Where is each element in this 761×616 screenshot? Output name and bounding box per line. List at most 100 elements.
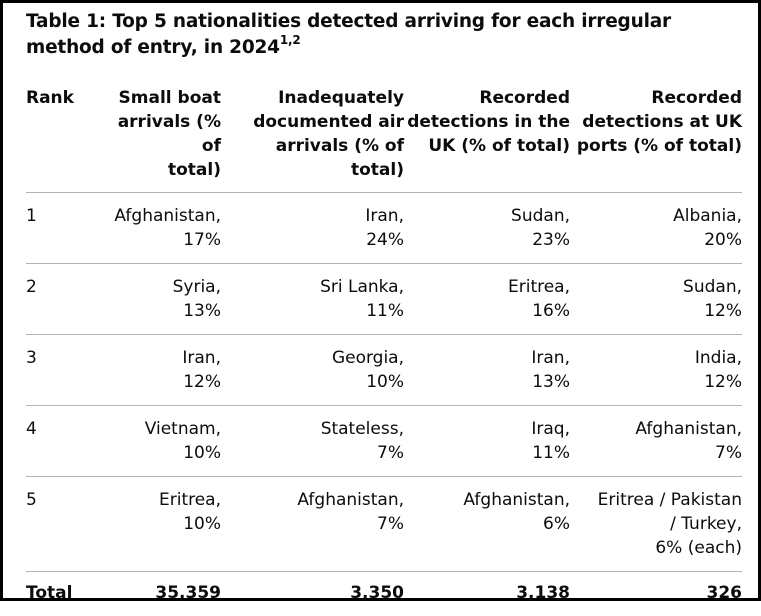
cell-line: Syria, xyxy=(106,275,221,299)
cell-line: Sudan, xyxy=(404,204,570,228)
cell-line: 12% xyxy=(570,370,742,394)
table-header-row: Rank Small boat arrivals (% of total) In… xyxy=(26,86,742,193)
port-detections-cell: Albania,20% xyxy=(570,193,742,264)
cell-line: 12% xyxy=(106,370,221,394)
header-line: Recorded xyxy=(404,86,570,110)
table-row: 1 Afghanistan,17% Iran,24% Sudan,23% Alb… xyxy=(26,193,742,264)
total-row: Total 35,359 3,350 3,138 326 xyxy=(26,572,742,616)
cell-line: / Turkey, xyxy=(570,512,742,536)
nationalities-table: Rank Small boat arrivals (% of total) In… xyxy=(26,86,742,616)
air-arrivals-cell: Sri Lanka,11% xyxy=(221,264,404,335)
cell-line: 10% xyxy=(106,441,221,465)
header-line: Recorded xyxy=(570,86,742,110)
cell-line: 7% xyxy=(221,441,404,465)
cell-line: 16% xyxy=(404,299,570,323)
cell-line: 7% xyxy=(570,441,742,465)
cell-line: 23% xyxy=(404,228,570,252)
port-detections-cell: Sudan,12% xyxy=(570,264,742,335)
cell-line: 10% xyxy=(106,512,221,536)
total-small-boat: 35,359 xyxy=(106,572,221,616)
total-uk-detections: 3,138 xyxy=(404,572,570,616)
caption-footnote-ref: 1,2 xyxy=(280,33,301,47)
rank-cell: 4 xyxy=(26,406,106,477)
header-line: UK (% of total) xyxy=(404,134,570,158)
small-boat-cell: Syria,13% xyxy=(106,264,221,335)
small-boat-cell: Eritrea,10% xyxy=(106,477,221,572)
cell-line: Afghanistan, xyxy=(221,488,404,512)
cell-line: 13% xyxy=(404,370,570,394)
caption-text: Table 1: Top 5 nationalities detected ar… xyxy=(26,11,671,58)
cell-line: 11% xyxy=(404,441,570,465)
air-arrivals-cell: Iran,24% xyxy=(221,193,404,264)
rank-cell: 1 xyxy=(26,193,106,264)
air-arrivals-cell: Georgia,10% xyxy=(221,335,404,406)
cell-line: Iraq, xyxy=(404,417,570,441)
small-boat-cell: Afghanistan,17% xyxy=(106,193,221,264)
cell-line: Stateless, xyxy=(221,417,404,441)
cell-line: Vietnam, xyxy=(106,417,221,441)
cell-line: Sudan, xyxy=(570,275,742,299)
table-row: 5 Eritrea,10% Afghanistan,7% Afghanistan… xyxy=(26,477,742,572)
cell-line: 11% xyxy=(221,299,404,323)
header-uk-detections: Recorded detections in the UK (% of tota… xyxy=(404,86,570,193)
header-line: Inadequately xyxy=(221,86,404,110)
header-port-detections: Recorded detections at UK ports (% of to… xyxy=(570,86,742,193)
cell-line: Afghanistan, xyxy=(106,204,221,228)
port-detections-cell: Eritrea / Pakistan/ Turkey,6% (each) xyxy=(570,477,742,572)
cell-line: Georgia, xyxy=(221,346,404,370)
table-row: 3 Iran,12% Georgia,10% Iran,13% India,12… xyxy=(26,335,742,406)
header-small-boat: Small boat arrivals (% of total) xyxy=(106,86,221,193)
cell-line: 12% xyxy=(570,299,742,323)
header-rank: Rank xyxy=(26,86,106,193)
cell-line: Albania, xyxy=(570,204,742,228)
cell-line: 6% xyxy=(404,512,570,536)
table-row: 2 Syria,13% Sri Lanka,11% Eritrea,16% Su… xyxy=(26,264,742,335)
table-caption: Table 1: Top 5 nationalities detected ar… xyxy=(26,9,746,61)
header-line: Rank xyxy=(26,86,106,110)
cell-line: Afghanistan, xyxy=(570,417,742,441)
cell-line: 17% xyxy=(106,228,221,252)
air-arrivals-cell: Stateless,7% xyxy=(221,406,404,477)
cell-line: Iran, xyxy=(221,204,404,228)
cell-line: Afghanistan, xyxy=(404,488,570,512)
uk-detections-cell: Iran,13% xyxy=(404,335,570,406)
cell-line: 10% xyxy=(221,370,404,394)
table-row: 4 Vietnam,10% Stateless,7% Iraq,11% Afgh… xyxy=(26,406,742,477)
small-boat-cell: Vietnam,10% xyxy=(106,406,221,477)
total-air-arrivals: 3,350 xyxy=(221,572,404,616)
port-detections-cell: Afghanistan,7% xyxy=(570,406,742,477)
cell-line: 24% xyxy=(221,228,404,252)
cell-line: Eritrea, xyxy=(106,488,221,512)
uk-detections-cell: Afghanistan,6% xyxy=(404,477,570,572)
port-detections-cell: India,12% xyxy=(570,335,742,406)
header-air-arrivals: Inadequately documented air arrivals (% … xyxy=(221,86,404,193)
small-boat-cell: Iran,12% xyxy=(106,335,221,406)
cell-line: India, xyxy=(570,346,742,370)
header-line: Small boat xyxy=(106,86,221,110)
uk-detections-cell: Sudan,23% xyxy=(404,193,570,264)
uk-detections-cell: Eritrea,16% xyxy=(404,264,570,335)
uk-detections-cell: Iraq,11% xyxy=(404,406,570,477)
cell-line: 20% xyxy=(570,228,742,252)
header-line: total) xyxy=(106,158,221,182)
total-label: Total xyxy=(26,572,106,616)
air-arrivals-cell: Afghanistan,7% xyxy=(221,477,404,572)
header-line: arrivals (% of xyxy=(106,110,221,158)
header-line: detections in the xyxy=(404,110,570,134)
cell-line: Iran, xyxy=(404,346,570,370)
header-line: documented air xyxy=(221,110,404,134)
header-line: detections at UK xyxy=(570,110,742,134)
header-line: ports (% of total) xyxy=(570,134,742,158)
rank-cell: 2 xyxy=(26,264,106,335)
total-port-detections: 326 xyxy=(570,572,742,616)
cell-line: 7% xyxy=(221,512,404,536)
cell-line: Iran, xyxy=(106,346,221,370)
cell-line: Eritrea, xyxy=(404,275,570,299)
cell-line: 6% (each) xyxy=(570,536,742,560)
cell-line: 13% xyxy=(106,299,221,323)
rank-cell: 5 xyxy=(26,477,106,572)
cell-line: Sri Lanka, xyxy=(221,275,404,299)
cell-line: Eritrea / Pakistan xyxy=(570,488,742,512)
rank-cell: 3 xyxy=(26,335,106,406)
header-line: arrivals (% of total) xyxy=(221,134,404,182)
